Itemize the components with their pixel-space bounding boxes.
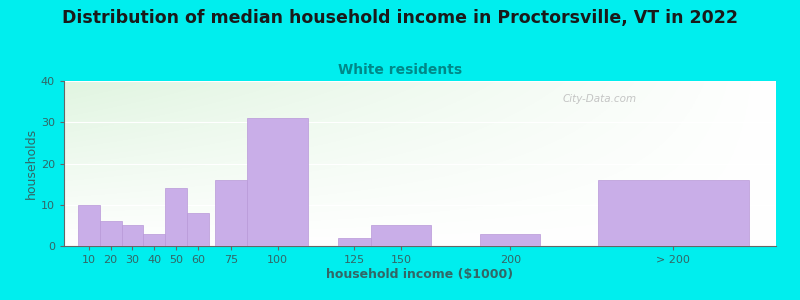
Bar <box>338 238 370 246</box>
Bar <box>370 225 431 246</box>
Bar <box>214 180 247 246</box>
Bar <box>598 180 749 246</box>
Text: White residents: White residents <box>338 63 462 77</box>
Bar <box>99 221 122 246</box>
Bar <box>480 234 541 246</box>
Bar <box>166 188 187 246</box>
Text: Distribution of median household income in Proctorsville, VT in 2022: Distribution of median household income … <box>62 9 738 27</box>
Bar <box>143 234 166 246</box>
Bar <box>187 213 209 246</box>
Bar <box>78 205 99 246</box>
Bar <box>247 118 308 246</box>
Bar <box>122 225 143 246</box>
Text: City-Data.com: City-Data.com <box>562 94 637 104</box>
X-axis label: household income ($1000): household income ($1000) <box>326 268 514 281</box>
Y-axis label: households: households <box>25 128 38 199</box>
